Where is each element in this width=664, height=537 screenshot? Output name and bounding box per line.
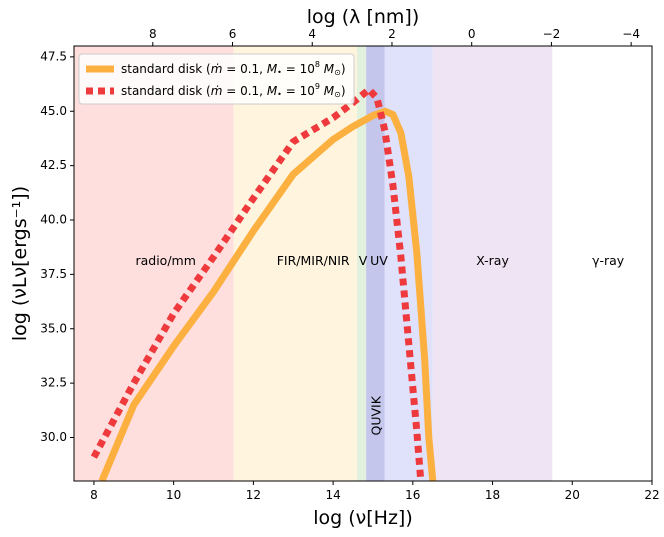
quvik-band: QUVIK [366, 46, 385, 481]
y-tick-label-1: 32.5 [40, 376, 67, 390]
y-tick-label-0: 30.0 [40, 430, 67, 444]
top-tick-label-3: 2 [388, 27, 396, 41]
top-tick-label-1: 6 [229, 27, 237, 41]
legend-label-0: standard disk (ṁ = 0.1, M• = 108 M⊙) [121, 60, 346, 77]
y-tick-label-7: 47.5 [40, 49, 67, 63]
x-tick-label-2: 12 [246, 488, 261, 502]
region-band-5 [552, 46, 652, 481]
y-tick-label-4: 40.0 [40, 213, 67, 227]
y-axis-title: log (νLν[ergs⁻¹]) [9, 186, 31, 341]
quvik-band-rect [366, 46, 385, 481]
region-label-2: V [359, 253, 368, 268]
x-axis-title: log (ν[Hz]) [313, 507, 413, 529]
y-axis: 30.0 32.5 35.0 37.5 40.0 42.5 45.0 47.5 [40, 49, 74, 444]
x-tick-label-5: 18 [485, 488, 500, 502]
plot-frame [73, 45, 653, 482]
quvik-label: QUVIK [368, 395, 383, 435]
top-tick-label-2: 4 [308, 27, 316, 41]
legend-box [78, 53, 355, 105]
legend: standard disk (ṁ = 0.1, M• = 108 M⊙) stan… [78, 53, 355, 105]
x-tick-label-4: 16 [405, 488, 420, 502]
x-tick-label-0: 8 [90, 488, 98, 502]
x-tick-label-3: 14 [325, 488, 340, 502]
region-label-5: γ-ray [592, 253, 625, 268]
legend-label-1: standard disk (ṁ = 0.1, M• = 109 M⊙) [121, 82, 346, 99]
region-label-3: UV [370, 253, 388, 268]
data-series [90, 86, 437, 481]
y-tick-label-5: 42.5 [40, 158, 67, 172]
top-tick-label-5: −2 [543, 27, 561, 41]
series-line-1 [90, 86, 425, 481]
region-band-2 [357, 46, 369, 481]
y-tick-label-3: 37.5 [40, 267, 67, 281]
region-band-0 [74, 46, 234, 481]
y-tick-label-6: 45.0 [40, 104, 67, 118]
x-tick-label-6: 20 [565, 488, 580, 502]
top-tick-label-4: 0 [468, 27, 476, 41]
top-tick-label-0: 8 [149, 27, 157, 41]
region-label-1: FIR/MIR/NIR [277, 253, 350, 268]
top-x-axis: 8 6 4 2 0 −2 −4 [149, 27, 640, 46]
series-line-0 [98, 107, 437, 481]
y-tick-label-2: 35.0 [40, 321, 67, 335]
region-label-4: X-ray [476, 253, 509, 268]
region-labels: radio/mm FIR/MIR/NIR V UV X-ray γ-ray [135, 253, 624, 268]
x-tick-label-1: 10 [166, 488, 181, 502]
x-axis: 8 10 12 14 16 18 20 22 [90, 481, 660, 502]
region-label-0: radio/mm [135, 253, 195, 268]
top-tick-label-6: −4 [622, 27, 640, 41]
x-tick-label-7: 22 [644, 488, 659, 502]
region-band-4 [432, 46, 553, 481]
top-axis-title: log (λ [nm]) [307, 6, 420, 28]
